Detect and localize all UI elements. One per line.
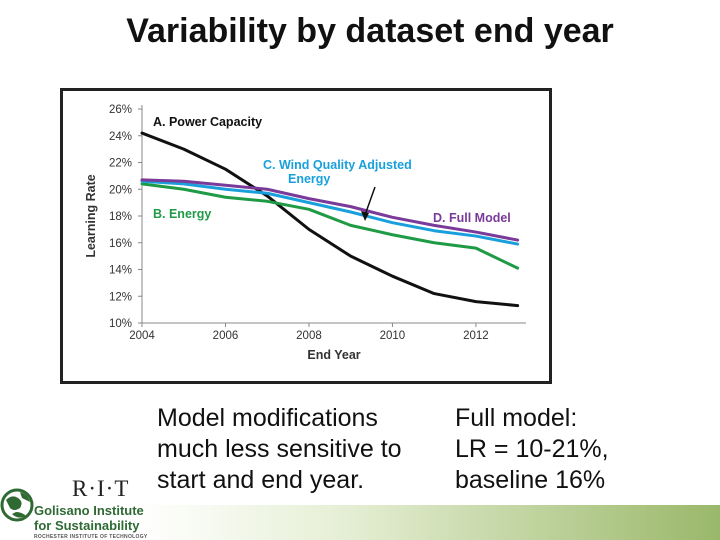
x-tick-label: 2008 [296, 330, 322, 342]
globe-icon [0, 488, 34, 522]
right-text-line: baseline 16% [455, 466, 606, 494]
series-line-1 [140, 131, 520, 308]
series-line-3 [140, 179, 520, 246]
x-tick-label: 2012 [463, 330, 489, 342]
y-tick-label: 18% [109, 211, 132, 223]
left-text-line: much less sensitive to [157, 435, 402, 463]
y-tick-label: 26% [109, 104, 132, 116]
institute-name-line: Golisano Institute [34, 503, 144, 518]
right-text-line: LR = 10-21%, [455, 435, 609, 463]
series-label-energy: B. Energy [153, 207, 211, 221]
series-label-wind-quality: C. Wind Quality Adjusted [263, 158, 412, 172]
rit-logo [0, 468, 160, 540]
institute-name-line: for Sustainability [34, 518, 140, 533]
x-tick-label: 2004 [129, 330, 155, 342]
y-tick-label: 20% [109, 184, 132, 196]
chart-frame: 10% 12% 14% 16% 18% 20% 22% 24% 26% 2004 2006 2008 2… [60, 88, 552, 384]
y-axis-title: Learning Rate [84, 174, 98, 257]
series-label-power-capacity: A. Power Capacity [153, 115, 262, 129]
series-line-4 [140, 178, 520, 242]
series-line-2 [140, 182, 520, 270]
right-text-block: Full model: LR = 10-21%, baseline 16% [455, 403, 715, 496]
left-text-line: Model modifications [157, 404, 378, 432]
x-tick-label: 2010 [380, 330, 406, 342]
y-tick-label: 14% [109, 265, 132, 277]
y-tick-label: 24% [109, 131, 132, 143]
y-tick-label: 22% [109, 158, 132, 170]
series-label-wind-quality: Energy [288, 172, 330, 186]
y-tick-label: 16% [109, 238, 132, 250]
footer-green-bar [140, 505, 720, 540]
annotation-arrow-head [361, 211, 369, 221]
series-label-full-model: D. Full Model [433, 211, 511, 225]
y-tick-label: 12% [109, 291, 132, 303]
left-text-block: Model modifications much less sensitive … [157, 403, 457, 496]
x-axis-title: End Year [307, 348, 360, 362]
left-text-line: start and end year. [157, 466, 365, 494]
slide-title: Variability by dataset end year [126, 12, 614, 50]
learning-rate-chart: 10% 12% 14% 16% 18% 20% 22% 24% 26% 2004 2006 2008 2… [84, 104, 526, 362]
right-text-line: Full model: [455, 404, 578, 432]
x-tick-label: 2006 [213, 330, 239, 342]
y-tick-label: 10% [109, 318, 132, 330]
university-name-line: ROCHESTER INSTITUTE OF TECHNOLOGY [34, 534, 148, 540]
rit-wordmark: R·I·T [72, 476, 130, 501]
annotation-arrow-line [364, 186, 376, 216]
